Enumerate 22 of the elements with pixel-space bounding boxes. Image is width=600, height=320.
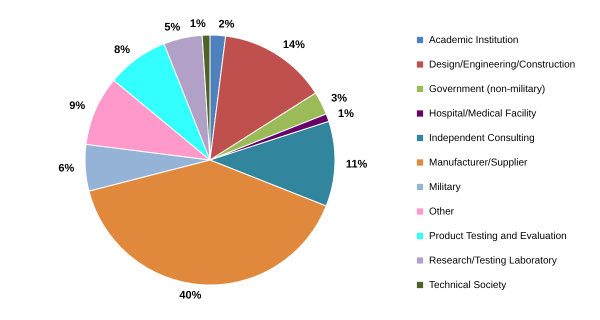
data-label: 2% — [218, 18, 235, 30]
data-label: 3% — [331, 92, 348, 104]
data-label: 5% — [164, 21, 181, 34]
data-label: 9% — [69, 100, 86, 112]
legend-label: Research/Testing Laboratory — [429, 256, 557, 266]
data-label: 11% — [346, 158, 368, 170]
data-label: 6% — [58, 162, 74, 175]
data-label: 1% — [190, 18, 206, 30]
data-label: 14% — [282, 39, 306, 52]
data-label: 8% — [114, 44, 130, 56]
legend-label: Academic Institution — [429, 35, 518, 46]
legend-label: Product Testing and Evaluation — [429, 231, 567, 242]
legend-label: Independent Consulting — [429, 133, 535, 144]
data-label: 40% — [179, 290, 202, 302]
legend-label: Military — [429, 182, 461, 193]
data-label: 1% — [338, 108, 354, 120]
legend-label: Technical Society — [429, 280, 506, 291]
legend-label: Manufacturer/Supplier — [429, 158, 528, 168]
legend-label: Other — [429, 206, 455, 218]
legend-label: Government (non-military) — [429, 84, 546, 95]
legend-label: Design/Engineering/Construction — [429, 60, 576, 70]
legend-label: Hospital/Medical Facility — [429, 108, 536, 120]
